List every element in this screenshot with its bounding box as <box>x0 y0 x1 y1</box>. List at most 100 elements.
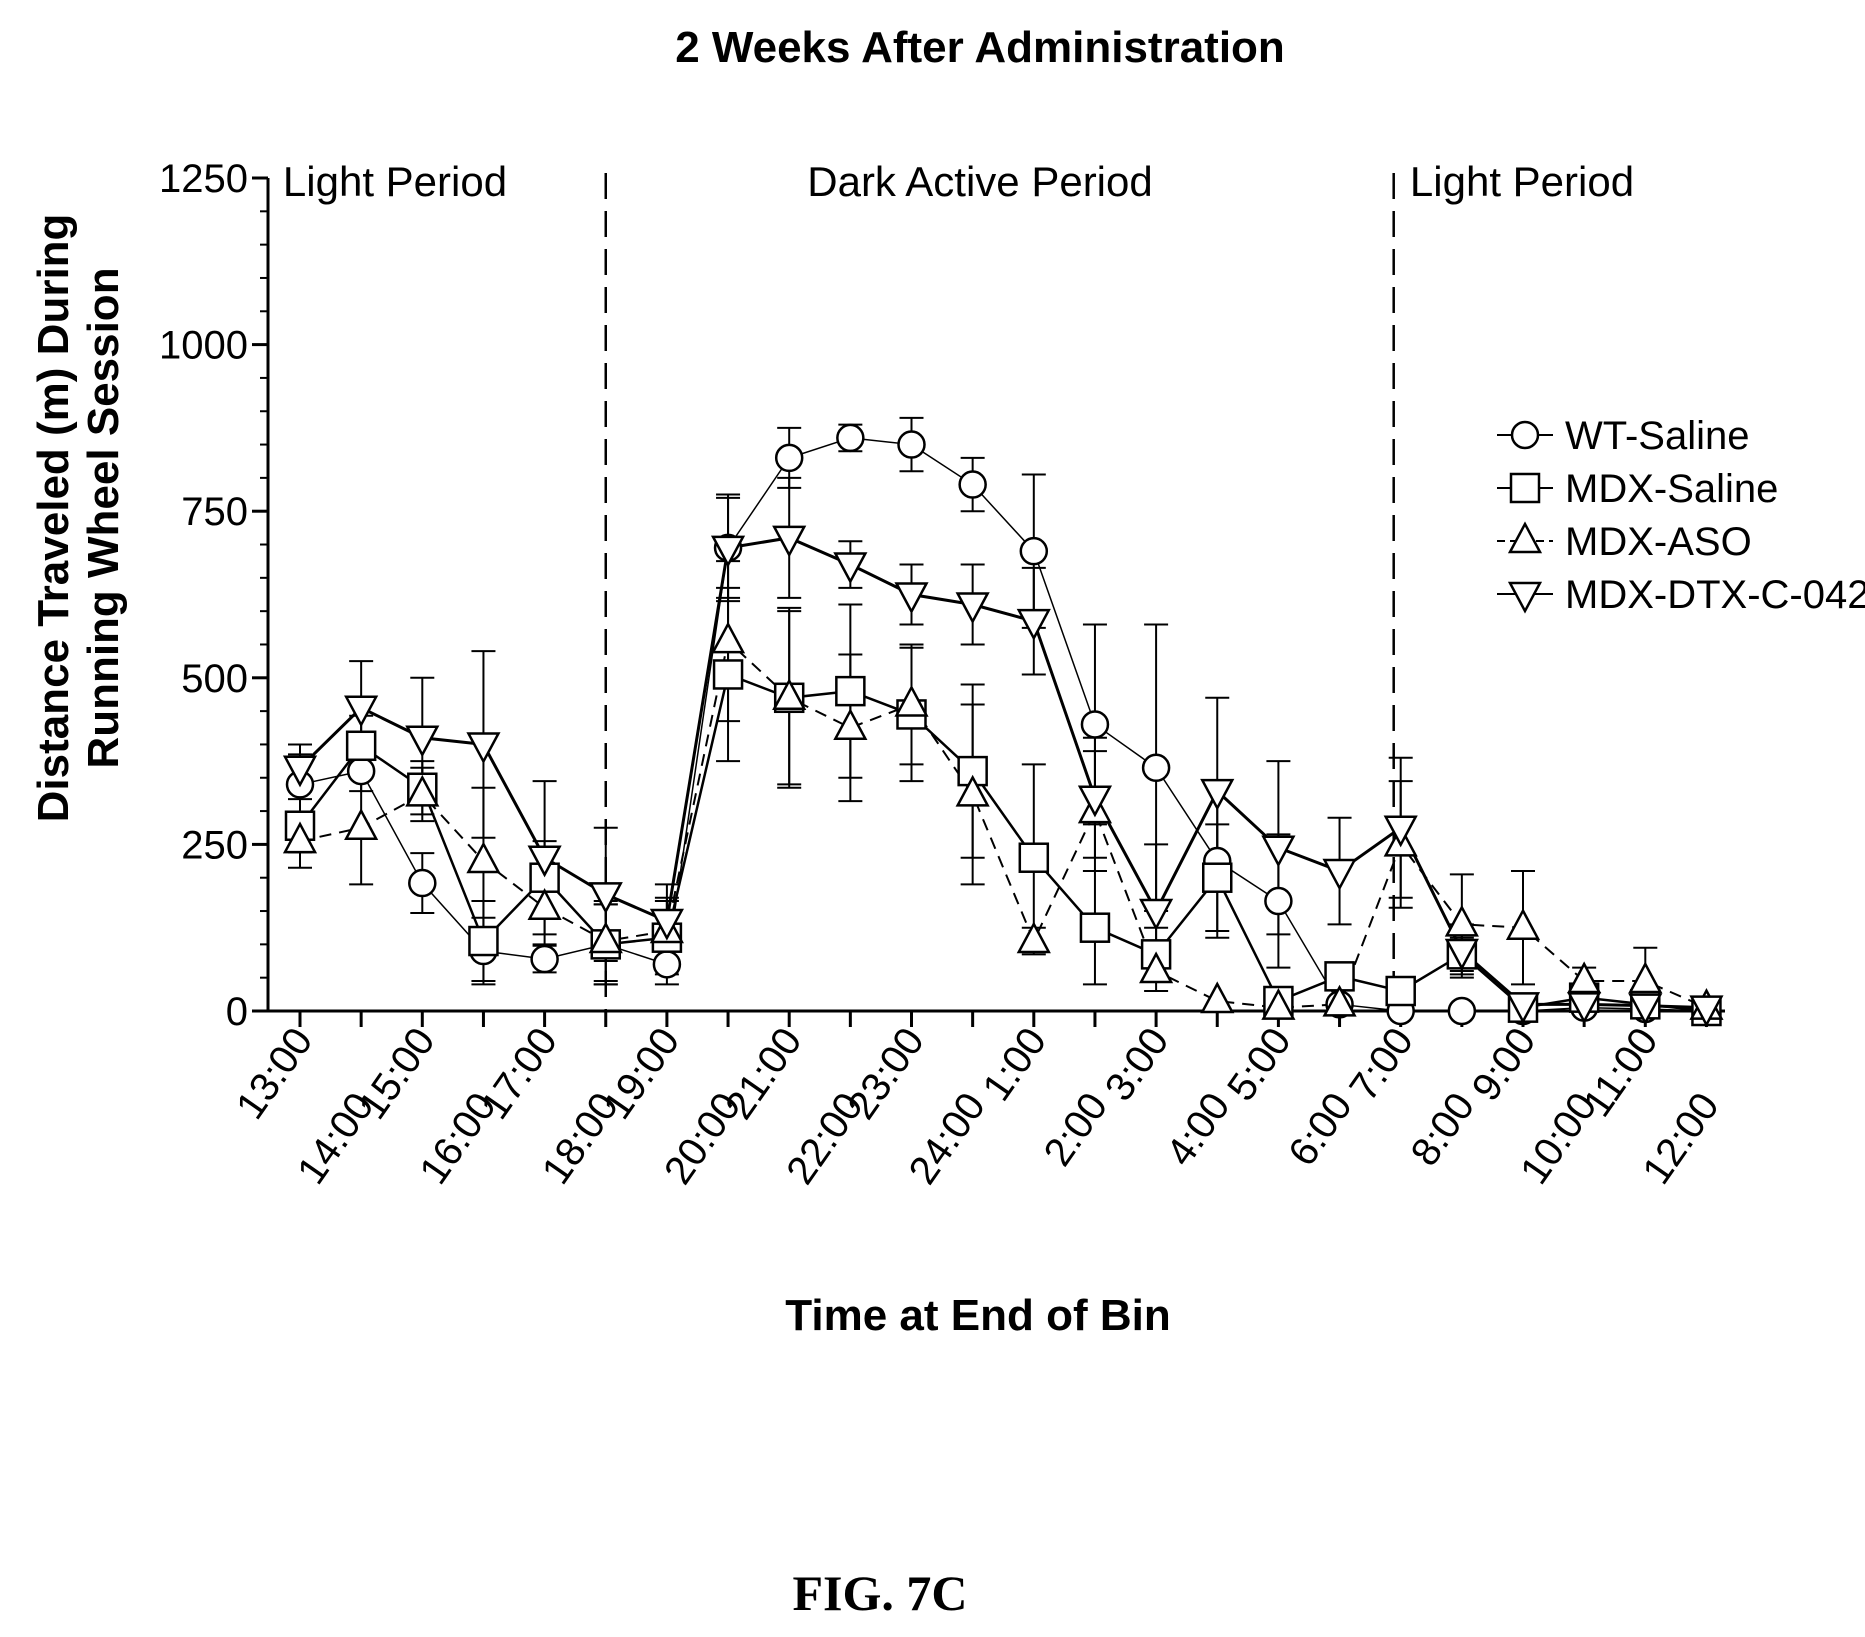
data-point <box>466 732 501 765</box>
data-point <box>1385 975 1416 1007</box>
data-point <box>1079 912 1111 943</box>
data-point <box>282 755 318 788</box>
axes: 02505007501000125013:0014:0015:0016:0017… <box>159 157 1728 1192</box>
data-point <box>1139 951 1174 984</box>
data-point <box>1019 536 1049 566</box>
legend-label: MDX-DTX-C-042 <box>1565 573 1865 617</box>
legend-label: MDX-ASO <box>1565 520 1752 564</box>
y-axis-title-line-2: Running Wheel Session <box>79 267 128 768</box>
data-point <box>1261 835 1296 868</box>
series-line <box>299 437 1707 1012</box>
x-tick-label: 9:00 <box>1464 1020 1545 1109</box>
x-tick-label: 4:00 <box>1158 1085 1239 1174</box>
data-point <box>772 678 807 711</box>
series-wt-saline <box>299 437 1707 1012</box>
data-point <box>652 950 682 979</box>
figure-label: FIG. 7C <box>793 1565 968 1621</box>
series-line <box>299 639 1707 1009</box>
x-axis-title: Time at End of Bin <box>785 1291 1170 1340</box>
period-label: Light Period <box>283 158 507 205</box>
series-mdx-aso <box>299 639 1707 1009</box>
data-point <box>1141 753 1171 783</box>
data-point <box>1628 993 1663 1026</box>
markers-wt-saline <box>285 423 1721 1026</box>
data-point <box>1139 898 1174 931</box>
y-tick-label: 1000 <box>159 324 248 368</box>
data-point <box>1016 921 1051 954</box>
series-line <box>298 536 1707 1010</box>
markers-mdx-aso <box>282 621 1724 1020</box>
data-point <box>1202 862 1233 893</box>
period-label: Light Period <box>1410 158 1634 205</box>
data-point <box>894 684 929 717</box>
data-point <box>344 808 379 840</box>
period-annotations: Light Period Dark Active Period Light Peri… <box>283 158 1634 1011</box>
data-point <box>346 756 376 786</box>
data-point <box>408 868 437 898</box>
data-point <box>1080 710 1110 739</box>
x-tick-label: 3:00 <box>1097 1020 1178 1109</box>
markers-mdx-dtx-c-042 <box>282 525 1724 1028</box>
data-point <box>1510 420 1540 450</box>
legend: WT-Saline MDX-Saline MDX-ASO MDX-DTX-C-042 <box>1497 414 1865 617</box>
data-point <box>1689 995 1724 1028</box>
data-point <box>955 592 990 625</box>
y-tick-label: 250 <box>181 823 248 867</box>
data-point <box>1444 904 1479 937</box>
data-point <box>710 535 746 568</box>
series-layer <box>282 416 1724 1028</box>
data-point <box>1628 961 1663 994</box>
data-point <box>774 443 804 473</box>
y-axis-title-line-1: Distance Traveled (m) During <box>29 214 78 823</box>
data-point <box>1505 908 1541 940</box>
chart-title: 2 Weeks After Administration <box>675 23 1285 72</box>
data-point <box>344 695 379 728</box>
data-point <box>897 430 926 459</box>
x-tick-label: 2:00 <box>1036 1085 1117 1174</box>
x-tick-label: 11:00 <box>1575 1020 1667 1125</box>
data-point <box>833 552 868 585</box>
data-point <box>1505 992 1541 1024</box>
data-point <box>835 675 866 707</box>
data-point <box>345 730 377 762</box>
x-tick-label: 8:00 <box>1403 1085 1484 1174</box>
x-tick-label: 15:00 <box>350 1020 443 1127</box>
data-point <box>282 821 318 854</box>
x-tick-label: 5:00 <box>1219 1020 1300 1109</box>
period-label: Dark Active Period <box>807 158 1152 205</box>
data-point <box>710 621 746 654</box>
y-tick-label: 750 <box>181 490 248 534</box>
data-point <box>1200 778 1235 811</box>
x-tick-label: 24:00 <box>901 1085 994 1192</box>
data-point <box>955 774 990 807</box>
markers-mdx-saline <box>284 659 1722 1027</box>
data-point <box>1447 996 1477 1026</box>
data-point <box>772 525 807 558</box>
data-point <box>588 882 623 915</box>
y-tick-label: 0 <box>226 990 248 1034</box>
data-point <box>1077 785 1113 818</box>
data-point <box>405 725 440 758</box>
x-tick-label: 21:00 <box>717 1020 810 1127</box>
data-point <box>649 908 684 941</box>
data-point <box>1383 815 1418 848</box>
data-point <box>527 845 562 878</box>
x-tick-label: 17:00 <box>473 1020 566 1127</box>
data-point <box>1444 938 1479 971</box>
data-point <box>1016 608 1051 641</box>
y-axis-title: Distance Traveled (m) During Running Whe… <box>29 214 128 823</box>
x-tick-label: 1:00 <box>974 1020 1055 1109</box>
data-point <box>1509 472 1541 504</box>
data-point <box>1322 984 1357 1017</box>
data-point <box>405 774 440 807</box>
y-tick-label: 1250 <box>159 157 248 201</box>
data-point <box>894 582 929 615</box>
data-point <box>1018 842 1050 873</box>
legend-label: WT-Saline <box>1565 414 1750 458</box>
data-point <box>527 888 562 920</box>
series-line <box>299 672 1707 1013</box>
data-point <box>1507 521 1543 554</box>
data-point <box>958 470 987 499</box>
legend-label: MDX-Saline <box>1565 467 1778 511</box>
